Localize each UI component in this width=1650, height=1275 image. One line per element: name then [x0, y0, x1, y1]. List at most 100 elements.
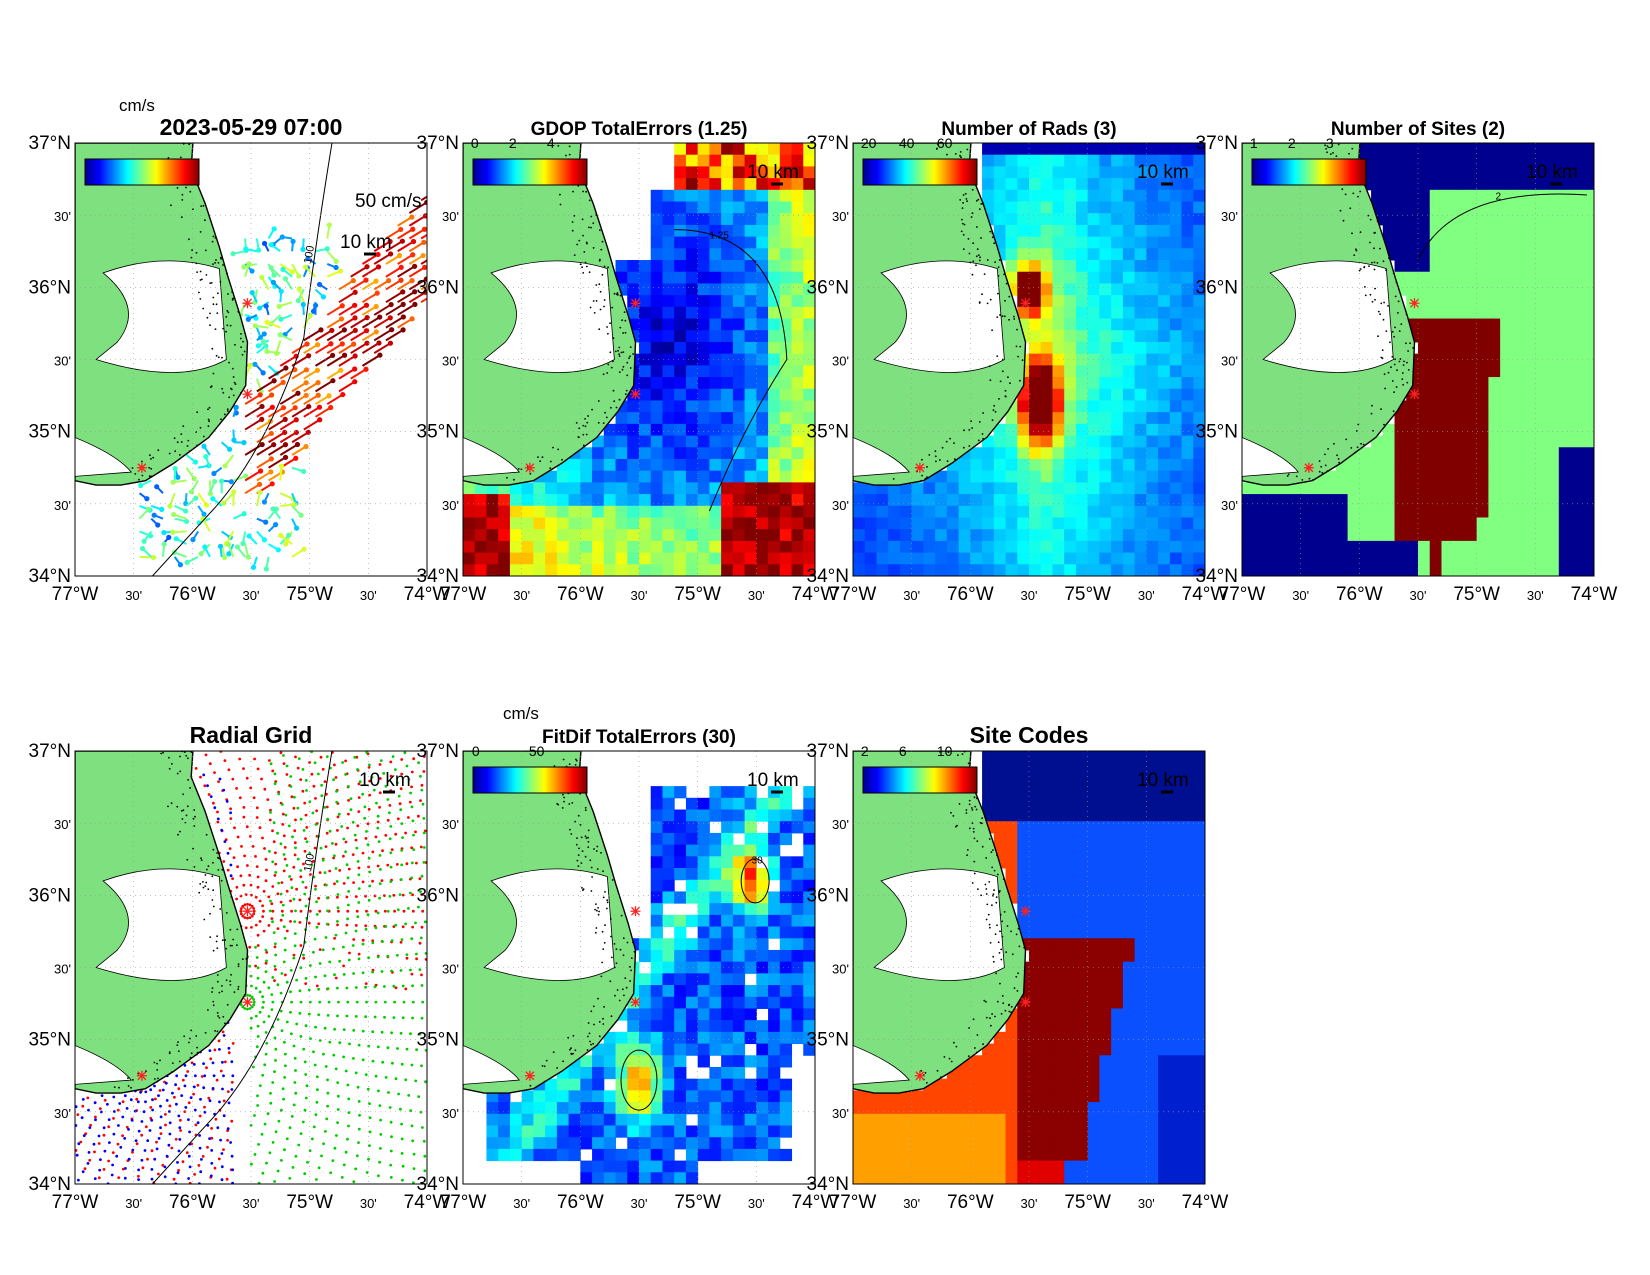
- radial-point: [386, 863, 390, 867]
- field-cell: [709, 224, 722, 238]
- field-cell: [1040, 341, 1053, 355]
- vector-arrow: [408, 201, 427, 214]
- radial-point: [137, 1129, 141, 1133]
- radial-point: [143, 1149, 147, 1152]
- coast-dot: [200, 859, 203, 861]
- radial-point: [249, 835, 252, 838]
- radial-point: [313, 937, 317, 941]
- field-cell: [1158, 494, 1171, 507]
- field-cell: [864, 505, 877, 518]
- coast-dot: [999, 380, 1002, 383]
- field-cell: [627, 470, 640, 483]
- radial-point: [342, 837, 346, 841]
- field-cell: [1500, 377, 1513, 390]
- field-cell: [498, 494, 511, 507]
- coast-dot: [196, 411, 199, 414]
- vector-arrow: [420, 297, 427, 304]
- radial-point: [405, 1047, 409, 1051]
- field-cell: [1406, 178, 1419, 191]
- field-cell: [1052, 423, 1065, 437]
- field-cell: [1029, 552, 1042, 565]
- field-cell: [1582, 189, 1594, 203]
- coast-dot: [167, 805, 169, 808]
- coast-dot: [241, 958, 244, 960]
- radial-point: [291, 1166, 295, 1169]
- coast-dot: [1341, 188, 1344, 191]
- field-cell: [509, 517, 523, 530]
- field-cell: [768, 540, 781, 554]
- coast-dot: [561, 458, 563, 461]
- radial-point: [403, 751, 407, 755]
- radial-point: [289, 1010, 292, 1014]
- coast-dot: [221, 387, 224, 390]
- vector-head: [271, 226, 277, 232]
- radial-point: [392, 1016, 396, 1019]
- field-cell: [1476, 189, 1489, 203]
- plot-area: 100: [75, 751, 427, 1184]
- radial-point: [290, 886, 294, 890]
- radial-point: [199, 775, 202, 779]
- field-cell: [1394, 423, 1407, 437]
- radial-point: [346, 876, 350, 880]
- vector-arrow: [291, 445, 307, 456]
- field-cell: [639, 423, 652, 437]
- coast-dot: [1384, 387, 1386, 390]
- field-cell: [756, 388, 769, 401]
- coast-dot: [626, 361, 629, 364]
- vector-head: [409, 316, 415, 322]
- radial-point: [264, 970, 268, 974]
- coast-dot: [226, 408, 229, 410]
- field-cell: [1476, 564, 1489, 576]
- field-cell: [1570, 365, 1583, 378]
- field-cell: [1052, 400, 1065, 413]
- field-cell: [1181, 423, 1194, 437]
- field-cell: [709, 283, 722, 296]
- radial-point: [217, 780, 221, 783]
- field-cell: [650, 435, 663, 448]
- field-cell: [744, 470, 757, 483]
- field-cell: [1158, 201, 1171, 214]
- field-cell: [1146, 482, 1159, 495]
- field-cell: [1087, 213, 1100, 226]
- coast-dot: [529, 472, 532, 475]
- field-cell: [1488, 271, 1501, 284]
- field-cell: [521, 505, 534, 518]
- radial-point: [250, 914, 254, 918]
- coast-dot: [227, 311, 230, 314]
- coast-dot: [959, 151, 962, 153]
- radial-point: [335, 1134, 338, 1137]
- coast-dot: [191, 751, 194, 754]
- field-cell: [756, 412, 769, 425]
- field-cell: [1464, 517, 1478, 530]
- coast-dot: [629, 355, 631, 358]
- radial-point: [313, 846, 317, 850]
- field-cell: [674, 295, 687, 308]
- field-cell: [1087, 260, 1100, 273]
- field-cell: [1075, 470, 1089, 483]
- radial-point: [239, 909, 243, 913]
- radial-point: [279, 918, 283, 922]
- radial-point: [272, 931, 276, 934]
- sound-water: [463, 437, 521, 477]
- field-cell: [1288, 517, 1302, 530]
- field-cell: [1582, 236, 1594, 249]
- field-cell: [1453, 224, 1466, 238]
- field-cell: [1181, 189, 1194, 203]
- radial-point: [303, 1172, 307, 1176]
- field-cell: [1464, 494, 1478, 507]
- coast-dot: [198, 291, 200, 294]
- radial-point: [221, 1087, 224, 1091]
- radial-point: [283, 936, 287, 940]
- panel-frame: [852, 142, 1206, 577]
- vector-head: [330, 352, 336, 359]
- radial-point: [304, 837, 307, 840]
- field-cell: [779, 400, 793, 413]
- radial-point: [333, 882, 336, 886]
- radial-point: [365, 751, 369, 754]
- field-cell: [970, 564, 983, 576]
- radial-point: [198, 1134, 202, 1137]
- radial-point: [267, 924, 271, 927]
- field-cell: [1052, 201, 1065, 214]
- field-cell: [1441, 494, 1454, 507]
- field-cell: [803, 400, 815, 413]
